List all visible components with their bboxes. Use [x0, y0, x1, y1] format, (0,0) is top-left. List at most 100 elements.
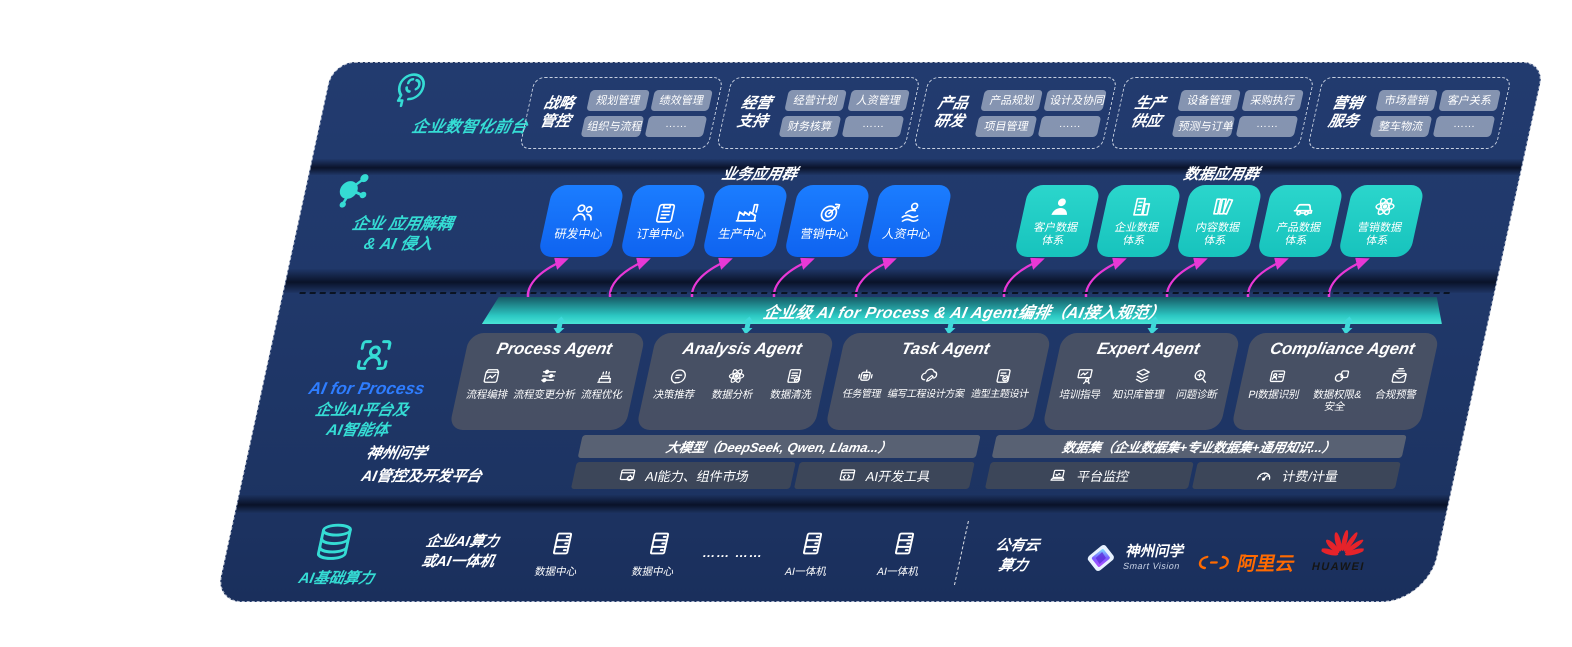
module-pill: 设计及协同 [1043, 89, 1108, 111]
module-pill: 采购执行 [1241, 89, 1305, 111]
brain-head-icon [383, 69, 434, 111]
compute-label: 企业AI算力 或AI一体机 [420, 534, 501, 570]
group-label: 营销 服务 [1326, 95, 1365, 130]
cell-billing: 计费/计量 [1191, 462, 1401, 489]
group-label: 战略 管控 [538, 95, 577, 130]
group-operation: 经营 支持 经营计划 人资管理 财务核算 …… [716, 77, 921, 149]
data-app-boxes: 客户数据 体系 企业数据 体系 内容数据 体系 产品数据 体系 营销数据 体系 [1013, 185, 1426, 257]
data-box-product: 产品数据 体系 [1256, 185, 1345, 257]
market-icon [616, 466, 639, 485]
module-pill: …… [841, 115, 905, 137]
logo-alibaba-cloud: 阿里云 [1194, 549, 1298, 576]
atom-icon [724, 366, 748, 386]
module-pill: …… [1038, 115, 1102, 137]
agent-cards: Process Agent 流程编排 流程变更分析 流程优化 Analysis … [448, 333, 1440, 430]
optimize-icon [594, 366, 618, 386]
dataset-platform-table: 数据集（企业数据集+专业数据集+通用知识...） 平台监控 计费/计量 [984, 435, 1407, 489]
server-icon [641, 529, 676, 558]
agent-item: 造型主题设计 [970, 366, 1035, 401]
nodes-ellipsis: …… …… [701, 545, 766, 560]
server-icon [794, 529, 829, 558]
module-pill: 绩效管理 [650, 89, 714, 111]
server-icon [886, 529, 921, 558]
database-icon [306, 519, 362, 565]
building-icon [1126, 194, 1156, 219]
gauge-icon [1252, 466, 1275, 485]
module-pill: 规划管理 [586, 89, 651, 111]
atom-icon [1369, 194, 1399, 219]
cell-dev-tools: AI开发工具 [793, 462, 975, 489]
agent-item: 问题诊断 [1175, 366, 1224, 401]
data-box-content: 内容数据 体系 [1175, 185, 1264, 257]
cell-platform-monitor: 平台监控 [984, 462, 1194, 489]
bidirectional-arrow-icon [1337, 316, 1357, 335]
data-box-customer: 客户数据 体系 [1013, 185, 1102, 257]
module-pill: 预测与订单 [1172, 115, 1236, 137]
business-group-title: 业务应用群 [720, 166, 799, 183]
module-pill: 人资管理 [847, 89, 911, 111]
flow-box-icon [479, 366, 503, 386]
mail-send-icon [1388, 366, 1412, 386]
people-icon [568, 200, 598, 225]
sliders-icon [536, 366, 560, 386]
module-pill: 财务核算 [778, 115, 842, 137]
module-pill: …… [1235, 115, 1299, 137]
bidirectional-arrow-icon [1143, 316, 1163, 335]
app-box-order-center: 订单中心 [619, 185, 708, 257]
node-datacenter-2: 数据中心 [622, 529, 691, 579]
agent-item: 数据分析 [710, 366, 759, 401]
dev-tools-icon [836, 466, 859, 485]
logo-huawei: HUAWEI [1311, 529, 1374, 573]
integration-boundary-line [299, 292, 1450, 294]
ai-orchestration-bar: 企业级 AI for Process & AI Agent编排（AI接入规范） [482, 297, 1448, 324]
app-layer-title: 企业 应用解耦 & AI 侵入 [350, 216, 455, 253]
group-marketing: 营销 服务 市场营销 客户关系 整车物流 …… [1307, 77, 1512, 149]
books-icon [1207, 194, 1237, 219]
platform-title: 神州问学 AI管控及开发平台 [359, 445, 484, 485]
group-strategy: 战略 管控 规划管理 绩效管理 组织与流程 …… [519, 77, 724, 149]
agent-layer-title-zh: 企业AI平台及 AI智能体 [313, 402, 411, 440]
agent-item: 流程变更分析 [512, 366, 581, 401]
chat-head-icon [666, 366, 690, 386]
bidirectional-arrow-icon [940, 316, 960, 335]
module-pill: 市场营销 [1375, 89, 1439, 111]
server-icon [544, 529, 579, 558]
module-pill: 设备管理 [1177, 89, 1242, 111]
agent-item: 合规预警 [1374, 366, 1423, 401]
clipboard-icon [650, 200, 680, 225]
node-datacenter-1: 数据中心 [525, 529, 594, 579]
agent-card-expert: Expert Agent 培训指导 知识库管理 问题诊断 [1041, 333, 1241, 430]
data-box-marketing: 营销数据 体系 [1337, 185, 1426, 257]
agent-item: 编写工程设计方案 [886, 366, 970, 401]
app-box-hr-center: 人资中心 [865, 185, 954, 257]
group-production: 生产 供应 设备管理 采购执行 预测与订单 …… [1110, 77, 1315, 149]
training-icon [1072, 366, 1096, 386]
scan-person-icon [350, 335, 399, 375]
business-app-boxes: 研发中心 订单中心 生产中心 营销中心 人资中心 [537, 185, 954, 257]
layer-divider [235, 495, 1450, 513]
cloud-pen-icon [918, 366, 942, 386]
car-icon [1288, 194, 1318, 219]
app-box-marketing-center: 营销中心 [783, 185, 872, 257]
agent-card-analysis: Analysis Agent 决策推荐 数据分析 数据清洗 [635, 333, 835, 430]
public-cloud-label: 公有云 算力 [993, 538, 1041, 574]
app-layer-header: 企业 应用解耦 & AI 侵入 [314, 167, 497, 255]
module-pill: 项目管理 [975, 115, 1038, 137]
huawei-flower-icon [1320, 530, 1365, 556]
layer-divider [283, 269, 1499, 293]
module-pill: 产品规划 [980, 89, 1044, 111]
agent-item: 数据权限& 安全 [1309, 366, 1367, 413]
robot-icon [854, 366, 878, 386]
model-platform-table: 大模型（DeepSeek, Qwen, Llama...） AI能力、组件市场 … [570, 435, 981, 489]
data-box-enterprise: 企业数据 体系 [1094, 185, 1183, 257]
node-ai-machine-2: AI一体机 [867, 529, 936, 579]
agent-item: 流程优化 [580, 366, 629, 401]
agent-item: PI数据识别 [1247, 366, 1305, 401]
agent-card-compliance: Compliance Agent PI数据识别 数据权限& 安全 合规预警 [1230, 333, 1440, 430]
factory-icon [732, 200, 762, 225]
laptop-icon [1047, 466, 1070, 485]
module-pill: 组织与流程 [581, 115, 645, 137]
agent-item: 培训指导 [1058, 366, 1107, 401]
group-label: 经营 支持 [735, 95, 774, 130]
